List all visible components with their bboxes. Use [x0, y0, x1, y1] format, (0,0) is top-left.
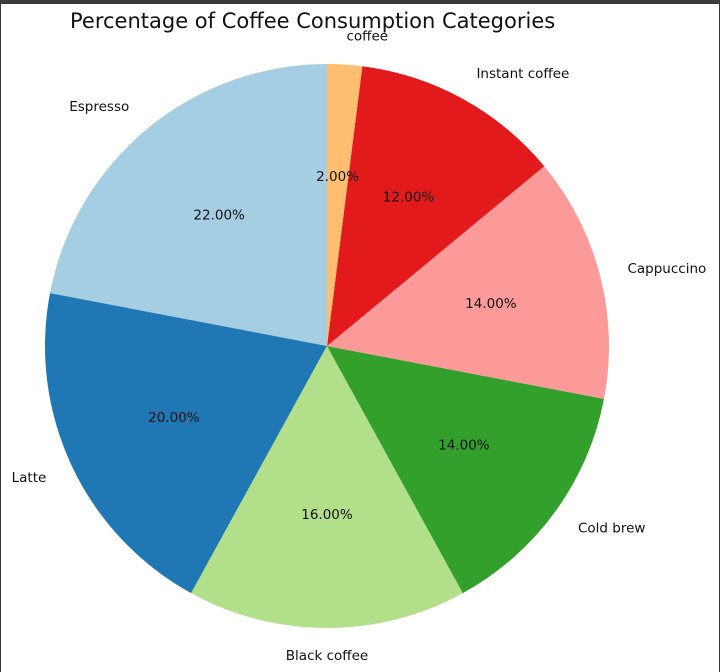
pie-slice-cold-brew — [327, 346, 605, 594]
pie-slice-instant-coffee — [327, 66, 545, 346]
pie-slice-black-coffee — [191, 346, 463, 628]
pie-slice-espresso — [49, 64, 327, 346]
slice-label-latte: Latte — [12, 470, 47, 486]
chart-title: Percentage of Coffee Consumption Categor… — [70, 9, 556, 33]
pie-slice-latte — [44, 293, 327, 594]
pct-label-coffee: 2.00% — [316, 169, 359, 185]
slice-label-instant-coffee: Instant coffee — [476, 66, 569, 82]
pie-slice-coffee — [327, 64, 363, 346]
pct-label-instant-coffee: 12.00% — [383, 190, 435, 206]
pct-label-cappuccino: 14.00% — [465, 296, 517, 312]
slice-label-espresso: Espresso — [69, 99, 129, 115]
slice-label-coffee: coffee — [346, 28, 388, 44]
pct-label-latte: 20.00% — [148, 410, 200, 426]
slice-label-cold-brew: Cold brew — [578, 520, 645, 536]
pie-slice-cappuccino — [327, 166, 609, 399]
slice-label-black-coffee: Black coffee — [286, 648, 368, 664]
pct-label-cold-brew: 14.00% — [438, 437, 490, 453]
pct-label-black-coffee: 16.00% — [301, 507, 353, 523]
pct-label-espresso: 22.00% — [193, 208, 245, 224]
slice-label-cappuccino: Cappuccino — [627, 261, 706, 277]
